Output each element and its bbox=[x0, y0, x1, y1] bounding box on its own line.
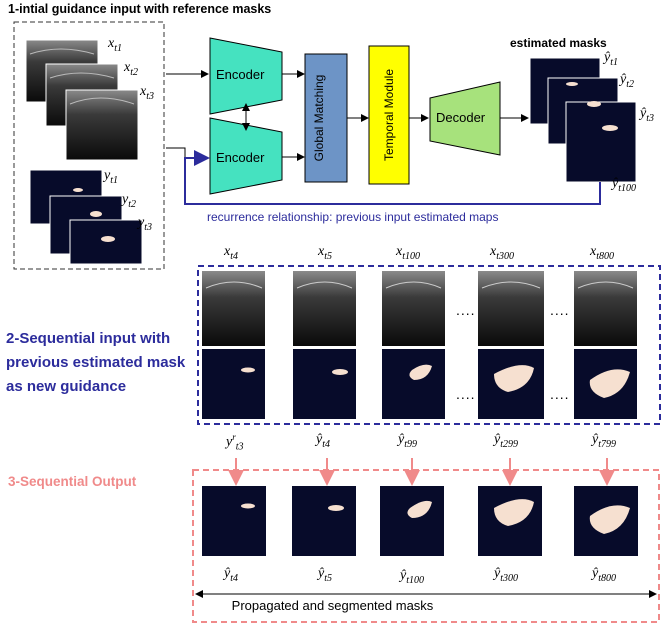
estimated-masks-title: estimated masks bbox=[510, 36, 607, 50]
us-image-stack bbox=[25, 39, 139, 161]
mask-label-1: yt1 bbox=[104, 168, 118, 186]
output-label-2: ŷt5 bbox=[318, 566, 332, 584]
decoder-label: Decoder bbox=[436, 110, 486, 125]
recurrence-loop-arrow bbox=[184, 150, 601, 205]
sequential-us-row bbox=[202, 271, 637, 346]
output-label-5: ŷt800 bbox=[592, 566, 616, 584]
input-group-box bbox=[13, 21, 165, 270]
temporal-module-block bbox=[368, 45, 410, 185]
encoder-bottom-label: Encoder bbox=[216, 150, 265, 165]
decoder-block bbox=[429, 81, 501, 156]
output-mask-row bbox=[202, 486, 638, 556]
seq-label-4: xt300 bbox=[490, 244, 514, 262]
step3-title: 3-Sequential Output bbox=[8, 474, 137, 489]
ellipsis-4: .... bbox=[550, 386, 570, 402]
global-matching-label: Global Matching bbox=[312, 74, 326, 162]
mask-label-2: yt2 bbox=[122, 192, 136, 210]
ellipsis-3: .... bbox=[456, 386, 476, 402]
guidance-label-4: ŷt299 bbox=[494, 432, 518, 450]
encoder-bottom bbox=[209, 117, 283, 195]
recurrence-text: recurrence relationship: previous input … bbox=[207, 210, 499, 224]
guidance-label-1: yrt3 bbox=[226, 432, 244, 453]
output-label-4: ŷt300 bbox=[494, 566, 518, 584]
global-matching-block bbox=[304, 53, 348, 183]
sequential-output-box bbox=[192, 469, 660, 623]
seq-label-1: xt4 bbox=[224, 244, 238, 262]
sequential-guidance-mask-row bbox=[202, 349, 637, 419]
guidance-label-5: ŷt799 bbox=[592, 432, 616, 450]
guidance-label-3: ŷt99 bbox=[398, 432, 417, 450]
step1-title: 1-intial guidance input with reference m… bbox=[8, 2, 272, 16]
estimated-mask-stack bbox=[529, 57, 637, 183]
encoder-top bbox=[209, 37, 283, 115]
est-label-1: ŷt1 bbox=[604, 50, 618, 68]
ellipsis-2: .... bbox=[550, 302, 570, 318]
seq-label-2: xt5 bbox=[318, 244, 332, 262]
mask-image-stack bbox=[29, 169, 143, 265]
guidance-label-2: ŷt4 bbox=[316, 432, 330, 450]
encoder-top-label: Encoder bbox=[216, 67, 265, 82]
seq-label-3: xt100 bbox=[396, 244, 420, 262]
ellipsis-1: .... bbox=[456, 302, 476, 318]
input-label-2: xt2 bbox=[124, 60, 138, 78]
est-label-4: ŷt100 bbox=[612, 176, 636, 194]
mask-label-3: yt3 bbox=[138, 215, 152, 233]
seq-label-5: xt800 bbox=[590, 244, 614, 262]
input-label-3: xt3 bbox=[140, 84, 154, 102]
temporal-module-label: Temporal Module bbox=[382, 68, 396, 162]
est-label-2: ŷt2 bbox=[620, 72, 634, 90]
output-label-1: ŷt4 bbox=[224, 566, 238, 584]
sequential-input-box bbox=[197, 265, 661, 425]
output-label-3: ŷt100 bbox=[400, 568, 424, 586]
input-label-1: xt1 bbox=[108, 36, 122, 54]
est-label-3: ŷt3 bbox=[640, 106, 654, 124]
step2-title: 2-Sequential input with previous estimat… bbox=[6, 330, 186, 395]
propagated-text: Propagated and segmented masks bbox=[231, 598, 434, 613]
